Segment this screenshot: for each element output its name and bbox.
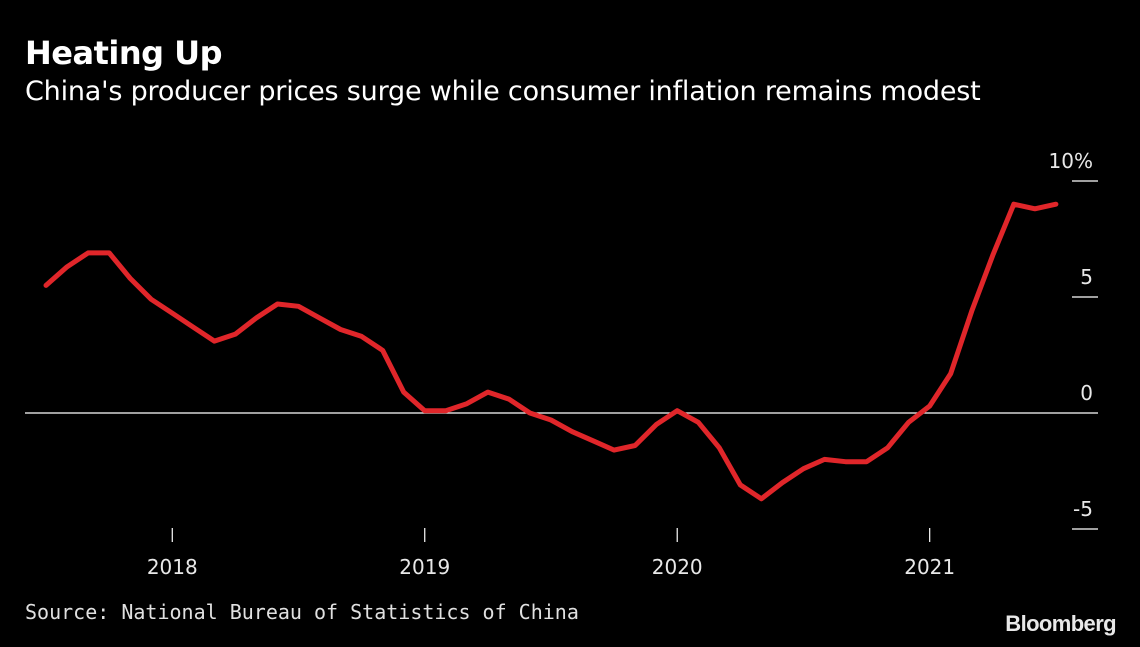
y-tick-label: 5: [1080, 265, 1093, 289]
x-axis: 2018 2019 2020 2021: [147, 528, 955, 579]
x-tick-label: 2019: [399, 555, 450, 579]
source-note: Source: National Bureau of Statistics of…: [25, 600, 579, 624]
x-tick-label: 2021: [904, 555, 955, 579]
y-tick-label: 10%: [1049, 149, 1093, 173]
plot-area: [43, 201, 1059, 502]
x-tick-label: 2020: [652, 555, 703, 579]
y-axis: 10% 5 0 -5: [25, 149, 1098, 530]
y-tick-label: 0: [1080, 381, 1093, 405]
chart-title: Heating Up: [25, 34, 223, 72]
chart-subtitle: China's producer prices surge while cons…: [25, 76, 981, 107]
series-line-ppi: [43, 201, 1059, 502]
x-tick-label: 2018: [147, 555, 198, 579]
y-tick-label: -5: [1073, 497, 1093, 521]
bloomberg-logo: Bloomberg: [1005, 611, 1116, 636]
